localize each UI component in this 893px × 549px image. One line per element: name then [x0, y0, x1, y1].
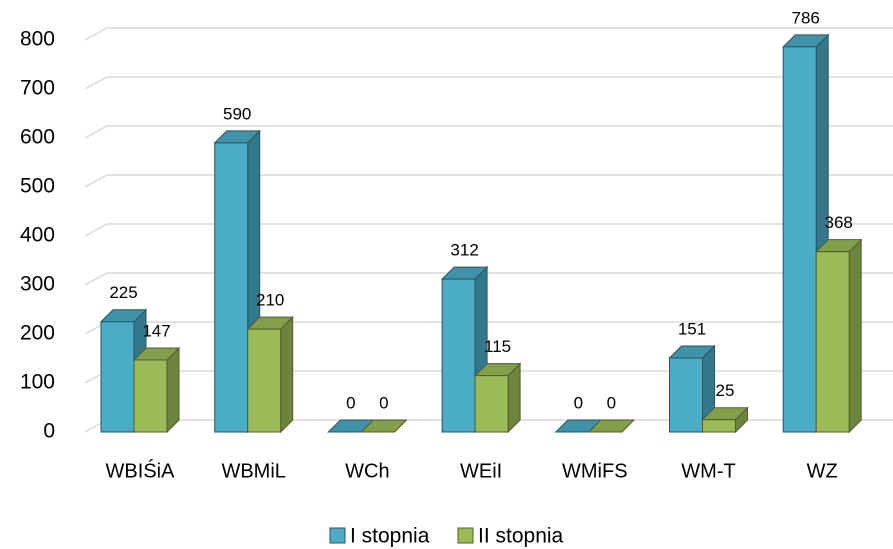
data-label: 0: [574, 393, 583, 412]
bar-side: [166, 346, 180, 434]
grid-line: [84, 174, 893, 188]
legend-label: II stopnia: [478, 525, 564, 548]
bar: [701, 406, 749, 434]
x-tick-label: WCh: [345, 460, 389, 482]
bar-top: [360, 419, 408, 433]
y-tick-label: 800: [20, 28, 55, 51]
y-tick-label: 400: [20, 224, 55, 247]
bar-front: [133, 359, 168, 433]
grid-line: [84, 76, 893, 90]
x-tick-label: WBIŚiA: [106, 458, 176, 482]
x-tick-label: WEiI: [460, 460, 502, 482]
bar-front: [214, 142, 249, 433]
bar-front: [474, 375, 509, 433]
data-label: 25: [716, 381, 735, 400]
bar: [668, 344, 716, 434]
data-label: 151: [678, 319, 706, 338]
y-tick-label: 0: [43, 420, 55, 443]
data-label: 225: [109, 283, 137, 302]
y-tick-label: 200: [20, 322, 55, 345]
bar: [360, 419, 408, 433]
legend-swatch: [457, 527, 474, 544]
data-label: 312: [450, 241, 478, 260]
y-tick-label: 100: [20, 371, 55, 394]
data-label: 368: [825, 213, 853, 232]
grid-line: [84, 27, 893, 41]
legend-swatch: [329, 527, 346, 544]
data-label: 590: [223, 104, 251, 123]
y-tick-label: 600: [20, 126, 55, 149]
legend-label: I stopnia: [350, 525, 430, 548]
grid-line: [84, 125, 893, 139]
data-label: 0: [346, 393, 355, 412]
bar: [246, 315, 294, 434]
data-label: 0: [379, 393, 388, 412]
bar-side: [280, 315, 294, 434]
x-tick-label: WMiFS: [562, 460, 628, 482]
bar-top: [587, 419, 636, 433]
bar-front: [100, 321, 135, 433]
grid-line: [84, 321, 893, 335]
bar: [814, 238, 863, 434]
bar-front: [815, 251, 850, 433]
x-tick-label: WBMiL: [221, 460, 285, 482]
data-label: 0: [607, 393, 616, 412]
bar-side: [848, 238, 862, 434]
bar: [132, 346, 181, 434]
data-label: 210: [256, 291, 284, 310]
data-label: 147: [142, 321, 170, 340]
grid-line: [84, 223, 893, 237]
bar-front: [702, 419, 736, 433]
bar-front: [669, 357, 703, 433]
y-tick-label: 700: [20, 77, 55, 100]
y-tick-label: 500: [20, 175, 55, 198]
bar: [587, 419, 636, 433]
bar: [440, 265, 489, 434]
grid-line: [84, 272, 893, 286]
bar: [781, 33, 830, 434]
x-tick-label: WZ: [807, 460, 838, 482]
bar-front: [441, 278, 476, 433]
data-label: 786: [792, 8, 820, 27]
bar-front: [782, 46, 817, 433]
bar-front: [247, 328, 282, 433]
data-label: 115: [484, 337, 511, 356]
x-tick-label: WM-T: [681, 460, 735, 482]
bar: [473, 362, 522, 434]
y-tick-label: 300: [20, 273, 55, 296]
